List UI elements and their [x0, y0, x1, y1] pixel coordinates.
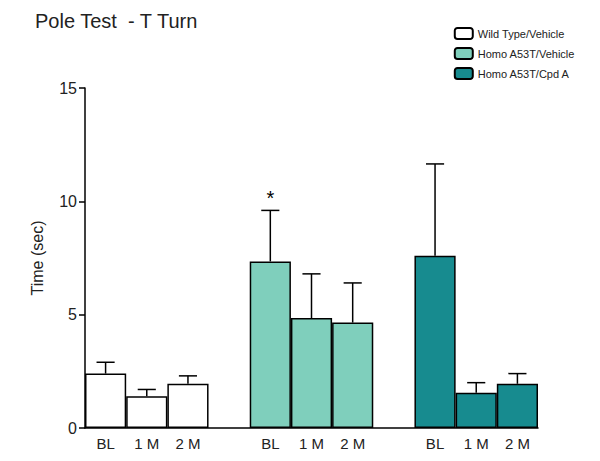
- svg-text:*: *: [266, 187, 274, 209]
- svg-text:1 M: 1 M: [299, 435, 324, 452]
- svg-text:1 M: 1 M: [464, 435, 489, 452]
- svg-text:BL: BL: [261, 435, 279, 452]
- svg-text:Wild Type/Vehicle: Wild Type/Vehicle: [478, 28, 565, 40]
- svg-text:1 M: 1 M: [134, 435, 159, 452]
- svg-text:0: 0: [68, 420, 77, 437]
- svg-text:Time (sec): Time (sec): [29, 221, 46, 296]
- svg-text:Homo A53T/Cpd A: Homo A53T/Cpd A: [478, 68, 570, 80]
- svg-text:BL: BL: [426, 435, 444, 452]
- svg-text:5: 5: [68, 306, 77, 323]
- svg-text:2 M: 2 M: [505, 435, 530, 452]
- svg-text:BL: BL: [96, 435, 114, 452]
- svg-text:15: 15: [59, 80, 77, 97]
- svg-text:Homo A53T/Vehicle: Homo A53T/Vehicle: [478, 48, 575, 60]
- svg-text:2 M: 2 M: [340, 435, 365, 452]
- svg-text:2 M: 2 M: [175, 435, 200, 452]
- svg-text:10: 10: [59, 193, 77, 210]
- svg-text:Pole Test - T Turn: Pole Test - T Turn: [35, 10, 197, 32]
